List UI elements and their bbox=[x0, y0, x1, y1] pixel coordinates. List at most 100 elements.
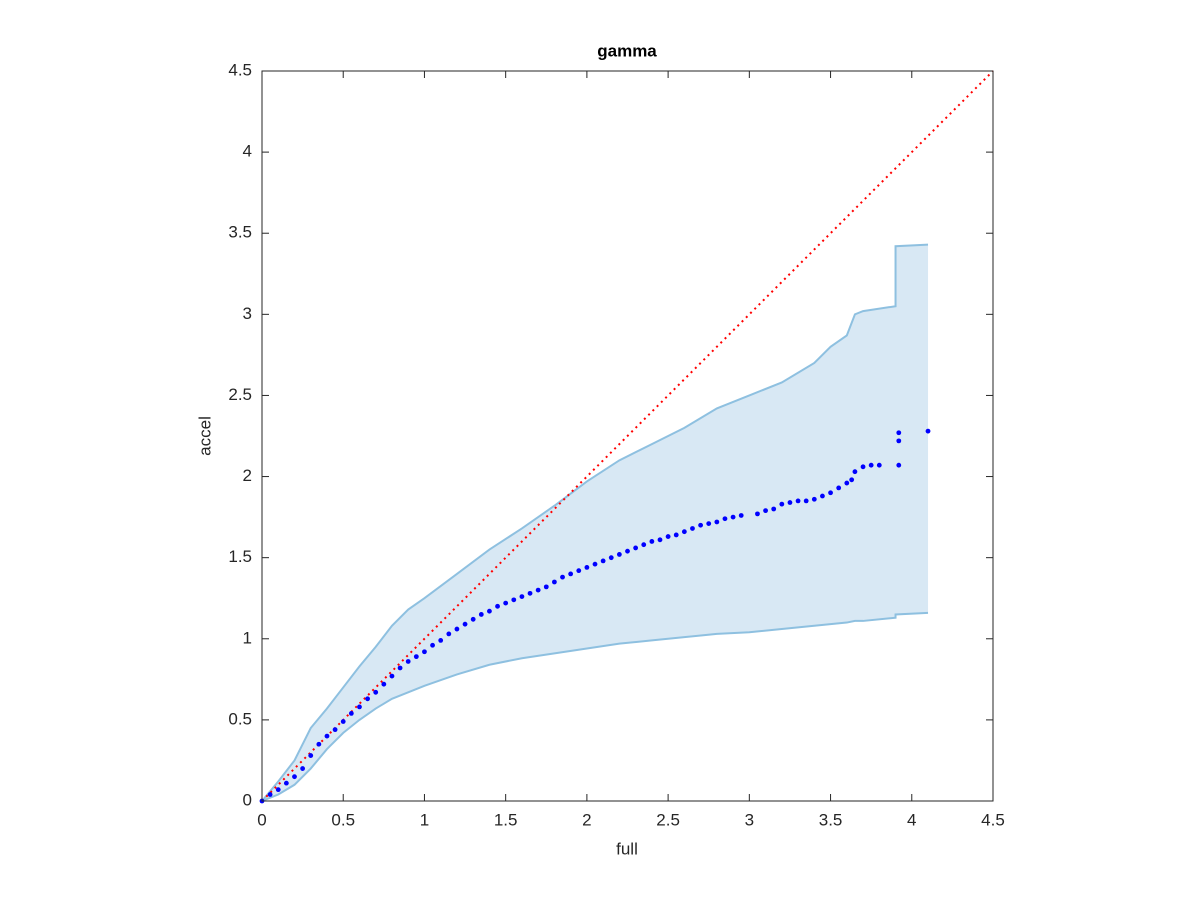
data-point bbox=[503, 600, 509, 606]
data-point bbox=[681, 529, 687, 535]
data-point bbox=[828, 490, 833, 496]
y-tick-label: 2.5 bbox=[228, 385, 252, 404]
data-point bbox=[405, 659, 411, 664]
reference-line bbox=[261, 70, 994, 802]
data-point bbox=[836, 485, 842, 491]
data-point bbox=[896, 430, 902, 436]
data-point bbox=[852, 469, 858, 475]
data-point bbox=[665, 534, 671, 539]
data-point bbox=[316, 741, 322, 747]
x-tick-label: 4 bbox=[907, 810, 916, 829]
confidence-band bbox=[262, 244, 929, 802]
x-tick-label: 3 bbox=[745, 810, 754, 829]
y-tick-label: 1.5 bbox=[228, 547, 252, 566]
data-point bbox=[381, 681, 387, 687]
y-tick-label: 0.5 bbox=[228, 709, 252, 728]
data-point bbox=[324, 733, 330, 739]
data-point bbox=[283, 780, 289, 786]
data-point bbox=[849, 477, 855, 483]
data-point bbox=[649, 539, 655, 544]
data-point bbox=[308, 753, 314, 758]
y-tick-label: 3.5 bbox=[228, 223, 252, 242]
data-point bbox=[487, 608, 492, 614]
data-point bbox=[478, 612, 484, 617]
x-tick-label: 2.5 bbox=[656, 810, 680, 829]
data-point bbox=[422, 649, 427, 655]
data-point bbox=[275, 787, 281, 793]
data-point bbox=[600, 558, 606, 564]
x-tick-label: 2 bbox=[582, 810, 591, 829]
y-axis-label: accel bbox=[195, 416, 214, 456]
plot-frame bbox=[261, 70, 994, 802]
data-point bbox=[616, 552, 622, 557]
y-tick-label: 3 bbox=[243, 304, 252, 323]
x-tick-label: 1.5 bbox=[494, 810, 518, 829]
y-tick-label: 4 bbox=[243, 142, 252, 161]
data-point bbox=[527, 590, 533, 596]
x-tick-label: 0 bbox=[257, 810, 266, 829]
band-upper-edge bbox=[261, 243, 929, 802]
data-point bbox=[300, 766, 306, 771]
data-point bbox=[876, 462, 882, 468]
data-point bbox=[446, 631, 452, 637]
data-point bbox=[373, 689, 379, 695]
data-point bbox=[803, 498, 809, 504]
data-point bbox=[462, 621, 468, 627]
data-point bbox=[633, 545, 639, 551]
data-point bbox=[560, 574, 565, 580]
data-point bbox=[755, 511, 760, 517]
data-point bbox=[811, 496, 817, 502]
data-point bbox=[771, 506, 777, 512]
data-point bbox=[795, 498, 801, 504]
data-point bbox=[576, 568, 582, 574]
data-point bbox=[543, 584, 549, 590]
data-point bbox=[820, 493, 825, 499]
x-tick-label: 3.5 bbox=[819, 810, 843, 829]
data-point bbox=[535, 587, 541, 593]
data-point bbox=[430, 642, 435, 648]
y-tick-label: 2 bbox=[243, 466, 252, 485]
data-point bbox=[896, 462, 902, 468]
data-point bbox=[454, 626, 460, 632]
data-point bbox=[730, 514, 736, 520]
data-point bbox=[332, 727, 338, 733]
data-point bbox=[625, 548, 630, 554]
data-point bbox=[896, 438, 902, 444]
x-tick-label: 0.5 bbox=[331, 810, 355, 829]
data-point bbox=[413, 654, 419, 660]
data-point bbox=[844, 480, 850, 486]
data-point bbox=[365, 696, 370, 702]
data-point bbox=[495, 603, 500, 609]
data-point bbox=[470, 616, 476, 622]
data-point bbox=[673, 532, 679, 538]
data-point bbox=[641, 542, 647, 548]
data-point bbox=[738, 513, 744, 518]
data-point bbox=[389, 673, 395, 679]
data-point bbox=[698, 522, 703, 528]
data-point bbox=[568, 571, 574, 577]
data-point bbox=[340, 719, 346, 724]
data-point bbox=[722, 516, 728, 522]
data-point bbox=[292, 774, 297, 780]
x-tick-label: 1 bbox=[420, 810, 429, 829]
data-point bbox=[357, 704, 362, 710]
data-point bbox=[519, 594, 525, 599]
data-point bbox=[584, 565, 590, 570]
data-point bbox=[348, 711, 354, 716]
data-point bbox=[860, 464, 866, 470]
data-point bbox=[397, 665, 403, 671]
data-point bbox=[706, 521, 712, 526]
y-tick-label: 4.5 bbox=[228, 60, 252, 79]
data-point bbox=[267, 792, 273, 797]
data-point bbox=[868, 462, 874, 468]
x-tick-label: 4.5 bbox=[981, 810, 1005, 829]
data-point bbox=[787, 500, 793, 505]
data-point bbox=[763, 508, 768, 514]
data-point bbox=[657, 537, 663, 543]
y-tick-label: 1 bbox=[243, 628, 252, 647]
chart-title: gamma bbox=[597, 41, 657, 60]
data-point bbox=[511, 597, 517, 603]
y-tick-label: 0 bbox=[243, 790, 252, 809]
